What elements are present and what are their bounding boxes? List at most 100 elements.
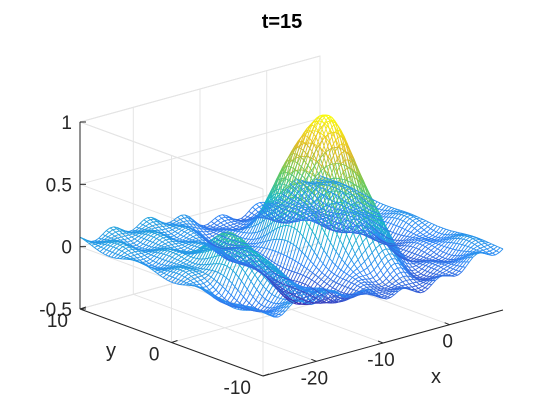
mesh-segment <box>305 226 310 241</box>
mesh-segment <box>157 252 161 254</box>
mesh-segment <box>345 240 350 251</box>
mesh-segment <box>346 176 351 180</box>
mesh-segment <box>378 204 384 210</box>
mesh-segment <box>335 136 340 141</box>
mesh-segment <box>296 264 302 274</box>
mesh-segment <box>294 197 299 202</box>
mesh-segment <box>151 243 156 248</box>
mesh-segment <box>335 283 340 290</box>
mesh-segment <box>108 229 114 233</box>
mesh-segment <box>310 130 316 144</box>
mesh-segment <box>274 274 280 283</box>
mesh-segment <box>146 235 152 241</box>
mesh-segment <box>277 172 283 186</box>
mesh-segment <box>386 223 392 231</box>
mesh-segment <box>249 285 255 294</box>
mesh-segment <box>310 252 315 262</box>
mesh-segment <box>273 312 277 315</box>
mesh-segment <box>154 263 160 267</box>
mesh-segment <box>141 249 145 252</box>
mesh-segment <box>159 253 164 259</box>
mesh-segment <box>392 225 397 233</box>
mesh-segment <box>145 240 151 246</box>
mesh-segment <box>179 236 184 240</box>
mesh-segment <box>404 224 410 230</box>
mesh-segment <box>318 149 324 164</box>
mesh-segment <box>405 236 411 241</box>
mesh-segment <box>247 212 252 218</box>
mesh-segment <box>314 277 319 283</box>
mesh-segment <box>203 280 208 284</box>
mesh-segment <box>283 241 289 256</box>
mesh-segment <box>270 229 275 241</box>
mesh-segment <box>260 276 265 284</box>
mesh-segment <box>254 246 259 251</box>
mesh-segment <box>306 188 311 195</box>
mesh-segment <box>242 299 247 306</box>
mesh-segment <box>205 269 210 274</box>
mesh-segment <box>179 281 185 285</box>
mesh-segment <box>299 188 305 194</box>
mesh-segment <box>163 270 168 274</box>
mesh-segment <box>383 210 388 215</box>
mesh-segment <box>293 272 298 281</box>
mesh-segment <box>268 250 274 260</box>
mesh-segment <box>155 226 159 229</box>
mesh-segment <box>251 299 257 306</box>
mesh-segment <box>212 255 218 265</box>
mesh-segment <box>219 275 224 285</box>
mesh-segment <box>107 233 113 238</box>
mesh-segment <box>141 233 146 238</box>
mesh-segment <box>206 268 210 271</box>
mesh-segment <box>322 115 328 123</box>
mesh-segment <box>216 255 220 257</box>
mesh-segment <box>311 235 316 249</box>
mesh-segment <box>257 273 262 280</box>
mesh-segment <box>252 307 256 310</box>
mesh-segment <box>344 255 349 264</box>
mesh-segment <box>302 268 308 276</box>
mesh-segment <box>242 224 247 228</box>
mesh-segment <box>403 213 408 217</box>
mesh-segment <box>213 272 219 280</box>
mesh-segment <box>268 222 273 234</box>
mesh-segment <box>161 260 166 265</box>
mesh-segment <box>296 273 301 282</box>
mesh-segment <box>336 164 342 173</box>
mesh-segment <box>433 248 438 253</box>
mesh-segment <box>306 260 312 269</box>
mesh-segment <box>177 256 182 261</box>
mesh-segment <box>176 268 180 271</box>
mesh-segment <box>184 229 189 233</box>
mesh-segment <box>262 226 268 237</box>
mesh-segment <box>176 280 182 285</box>
mesh-segment <box>215 283 221 291</box>
mesh-segment <box>224 219 229 222</box>
mesh-segment <box>269 309 273 312</box>
mesh-segment <box>338 178 344 193</box>
mesh-segment <box>329 164 334 179</box>
mesh-segment <box>210 223 215 227</box>
mesh-segment <box>382 213 388 218</box>
mesh-segment <box>271 251 276 262</box>
mesh-segment <box>128 248 133 251</box>
mesh-segment <box>414 224 419 229</box>
mesh-segment <box>294 262 299 273</box>
mesh-segment <box>194 243 199 247</box>
mesh-segment <box>218 286 223 294</box>
mesh-segment <box>212 281 218 288</box>
mesh-segment <box>209 231 214 235</box>
mesh-segment <box>430 246 436 251</box>
mesh-segment <box>114 257 118 259</box>
mesh-segment <box>343 265 348 273</box>
mesh-segment <box>154 244 159 248</box>
mesh-segment <box>101 235 106 240</box>
mesh-segment <box>348 232 354 242</box>
mesh-segment <box>438 241 443 245</box>
mesh-segment <box>307 279 313 286</box>
mesh-segment <box>411 222 416 227</box>
mesh-segment <box>223 222 228 226</box>
mesh-segment <box>318 208 323 212</box>
mesh-segment <box>152 224 157 227</box>
